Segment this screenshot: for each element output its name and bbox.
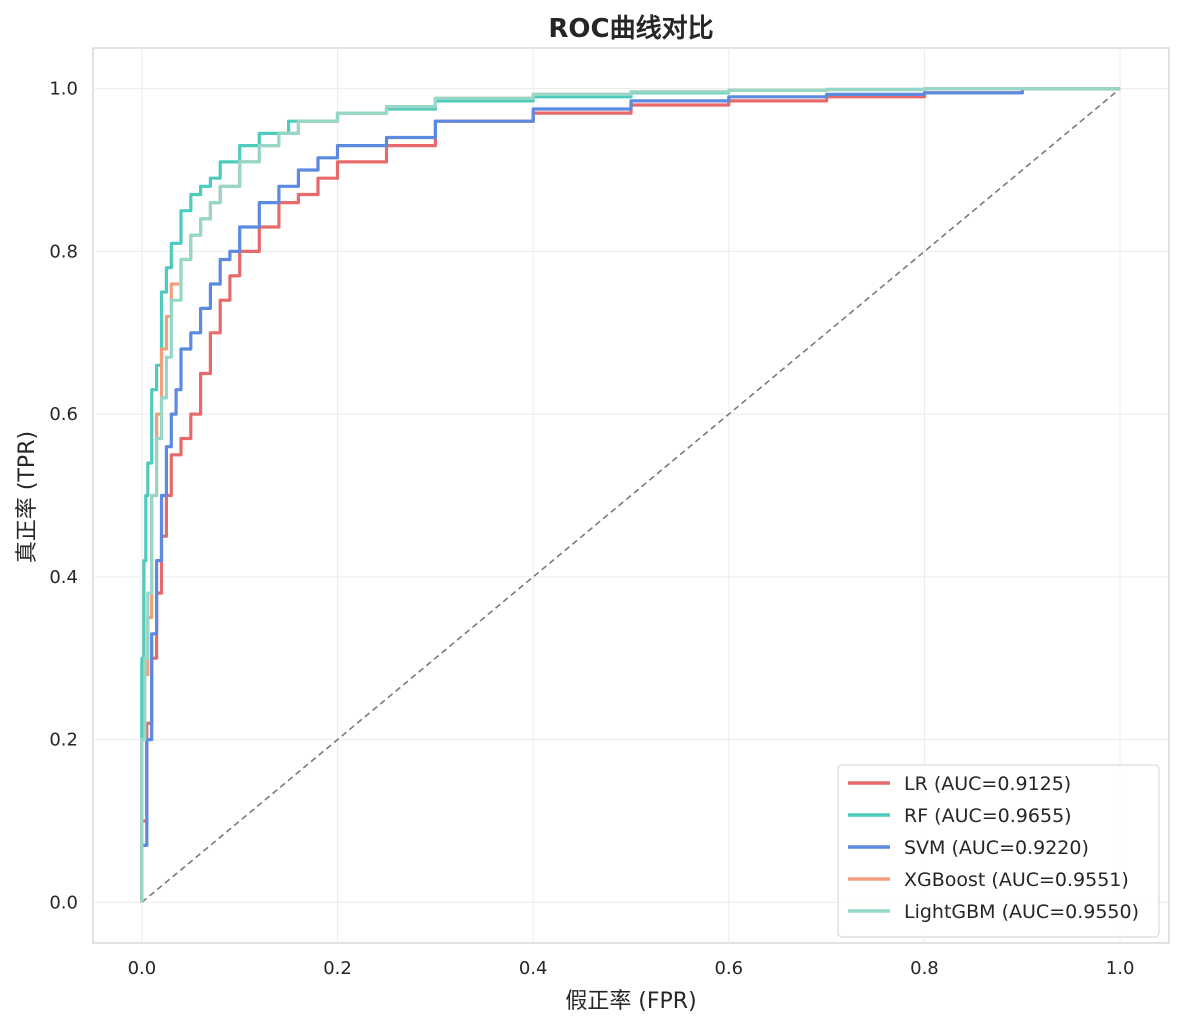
roc-curve-series-4 — [140, 87, 1121, 903]
y-tick-label: 0.6 — [49, 404, 78, 425]
legend-entry-label: SVM (AUC=0.9220) — [904, 837, 1089, 859]
diagonal-reference-line — [141, 88, 1121, 903]
chart-title: ROC曲线对比 — [548, 14, 713, 44]
y-axis-label: 真正率 (TPR) — [15, 431, 40, 563]
x-tick-label: 0.6 — [714, 958, 743, 979]
legend-box — [837, 764, 1160, 938]
y-tick-label: 0.0 — [49, 892, 78, 913]
roc-curve-series-2 — [140, 87, 1121, 903]
x-tick-label: 0.0 — [128, 958, 157, 979]
legend-entry-label: XGBoost (AUC=0.9551) — [904, 869, 1129, 891]
legend-entry-label: LR (AUC=0.9125) — [904, 773, 1071, 795]
legend-entry-label: RF (AUC=0.9655) — [904, 805, 1072, 827]
x-tick-label: 0.4 — [519, 958, 548, 979]
x-axis-label: 假正率 (FPR) — [565, 989, 696, 1014]
x-tick-label: 1.0 — [1106, 958, 1135, 979]
x-tick-label: 0.8 — [910, 958, 939, 979]
legend-entry-label: LightGBM (AUC=0.9550) — [904, 901, 1139, 923]
x-tick-label: 0.2 — [323, 958, 352, 979]
y-tick-label: 1.0 — [49, 79, 78, 100]
y-tick-label: 0.8 — [49, 241, 78, 262]
y-tick-label: 0.4 — [49, 567, 78, 588]
plot-area: 0.0 0.2 0.4 0.6 0.8 1.0 0.0 0.2 0.4 0.6 0.8 1.0 LR (… — [49, 47, 1170, 979]
y-tick-label: 0.2 — [49, 730, 78, 751]
